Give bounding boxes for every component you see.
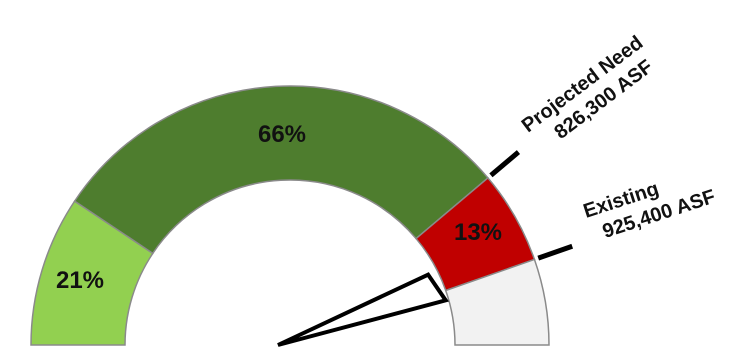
segment-label-66: 66%	[258, 121, 306, 148]
existing-tick	[537, 243, 574, 261]
gauge-segment-4	[444, 258, 550, 346]
gauge-needle	[277, 272, 449, 347]
gauge-segment-2	[73, 85, 489, 255]
segment-label-21: 21%	[56, 267, 104, 294]
projected-need-annotation: Projected Need 826,300 ASF	[518, 32, 657, 144]
projected-need-tick	[489, 150, 521, 178]
segment-label-13: 13%	[454, 219, 502, 246]
existing-annotation: Existing 925,400 ASF	[581, 178, 718, 243]
